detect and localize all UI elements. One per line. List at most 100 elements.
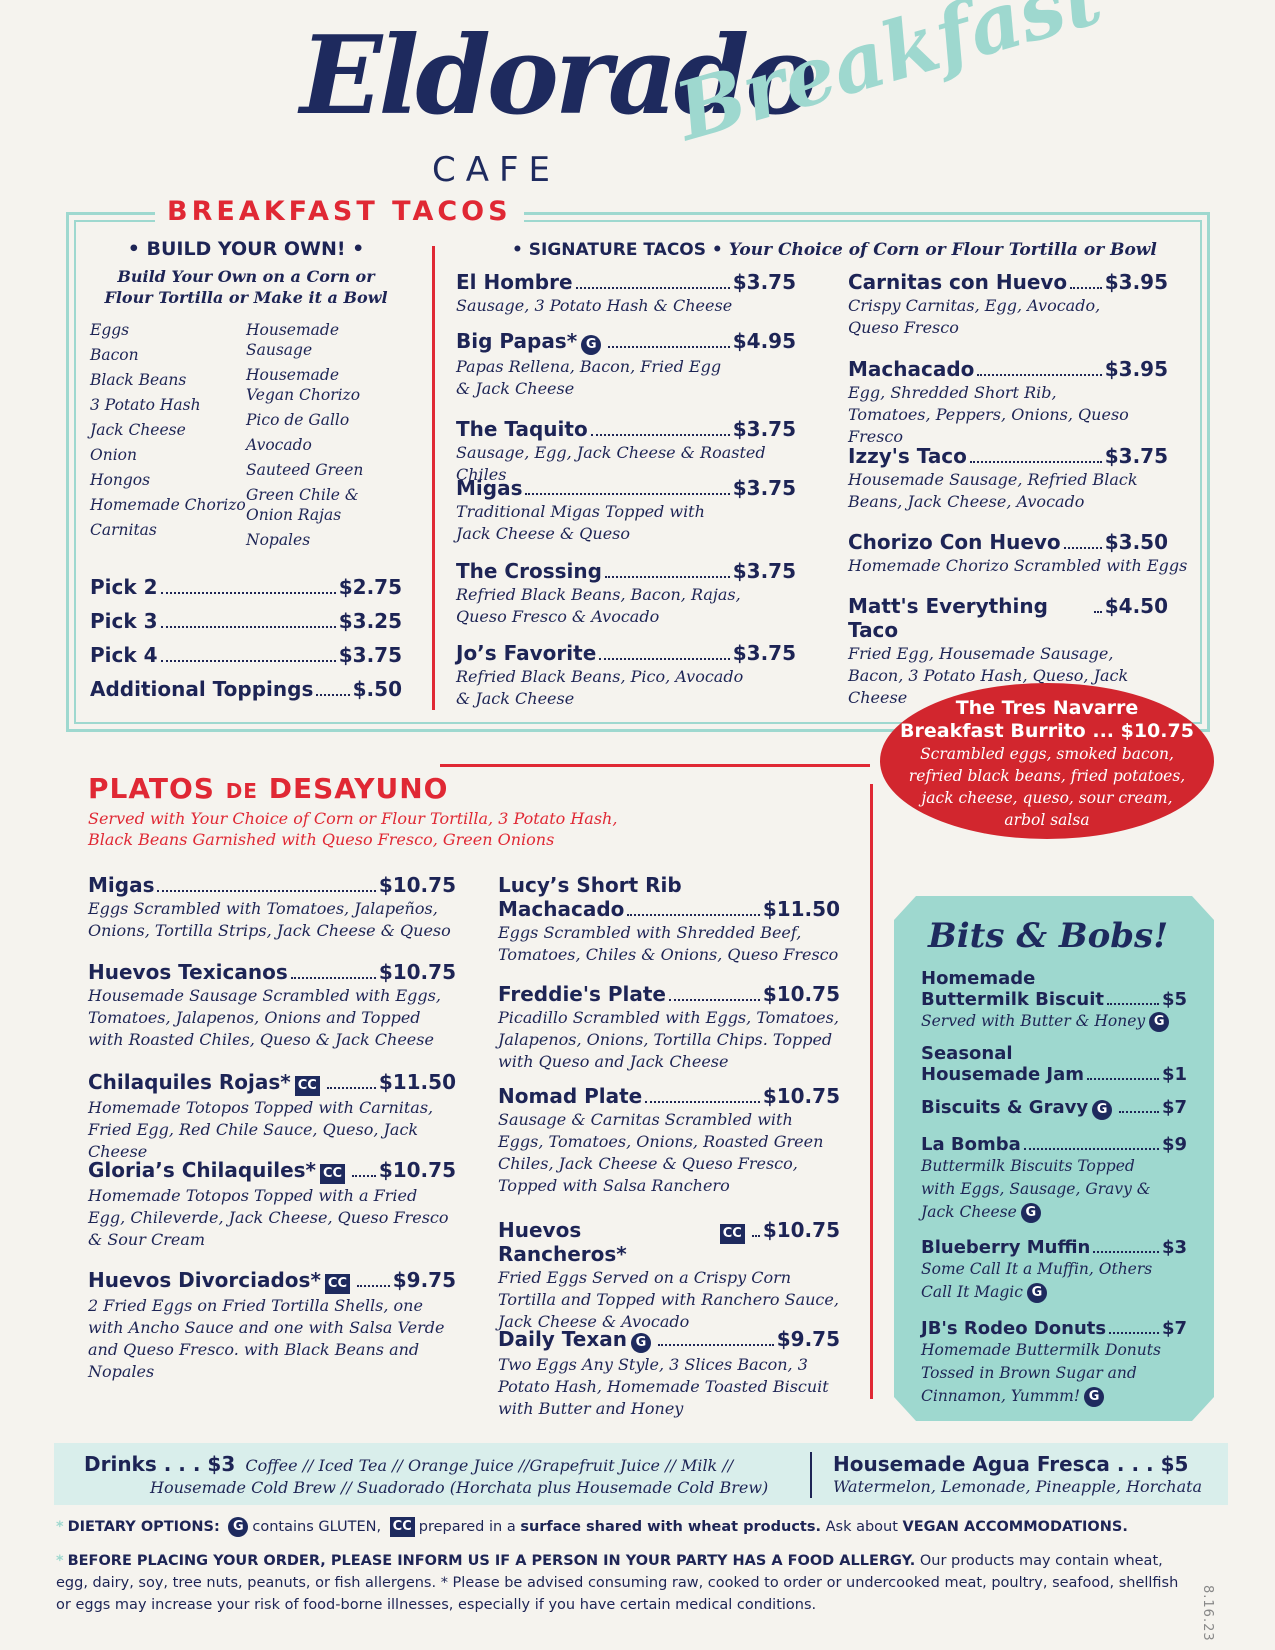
taco-item: Izzy's Taco $3.75 Housemade Sausage, Refr…	[848, 444, 1168, 513]
bits-item: Seasonal Housemade Jam $1	[921, 1043, 1187, 1085]
item-price: $7	[1161, 1318, 1187, 1339]
dietary-label: DIETARY OPTIONS:	[67, 1519, 220, 1535]
bits-item: Blueberry Muffin $3 Some Call It a Muffin…	[921, 1237, 1187, 1304]
item-name: Huevos Texicanos	[88, 960, 288, 984]
plato-item: Chilaquiles Rojas* CC $11.50 Homemade Toto…	[88, 1070, 456, 1163]
bits-item: Biscuits & Gravy G $7	[921, 1097, 1187, 1120]
item-desc: Egg, Shredded Short Rib, Tomatoes, Peppe…	[848, 383, 1129, 446]
item-price: $10.75	[762, 1218, 840, 1242]
item-name: Nomad Plate	[498, 1084, 643, 1108]
item-desc: Housemade Sausage Scrambled with Eggs, T…	[88, 986, 441, 1049]
item-name: Seasonal	[921, 1043, 1013, 1064]
signature-sub: Your Choice of Corn or Flour Tortilla or…	[728, 240, 1157, 260]
topping: Green Chile & Onion Rajas	[246, 486, 359, 524]
price-row: Pick 2 $2.75	[90, 575, 402, 599]
burrito-badge: The Tres Navarre Breakfast Burrito ... $…	[880, 683, 1214, 839]
item-desc: Homemade Chorizo Scrambled with Eggs	[848, 556, 1188, 575]
bits-item: La Bomba $9 Buttermilk Biscuits Topped wi…	[921, 1134, 1187, 1224]
drinks-bar	[54, 1443, 1228, 1505]
item-desc: Homemade Buttermilk Donuts Tossed in Bro…	[921, 1341, 1161, 1405]
item-price: $10.75	[762, 982, 840, 1006]
item-name: Izzy's Taco	[848, 444, 967, 468]
item-desc: Sausage, Egg, Jack Cheese & Roasted Chil…	[456, 443, 766, 484]
plato-item: Lucy’s Short Rib Machacado $11.50 Eggs Sc…	[498, 873, 840, 966]
item-desc: Sausage & Carnitas Scrambled with Eggs, …	[498, 1110, 824, 1195]
dietary-text: Ask about	[825, 1519, 898, 1535]
logo-cafe: CAFE	[432, 150, 561, 190]
byo-sub-line2: Flour Tortilla or Make it a Bowl	[104, 288, 388, 307]
item-name: El Hombre	[456, 270, 573, 294]
item-name: Freddie's Plate	[498, 982, 666, 1006]
item-name: Lucy’s Short Rib	[498, 873, 682, 897]
item-price: $4.50	[1104, 594, 1168, 618]
item-name: Housemade Jam	[921, 1064, 1085, 1085]
item-desc: Homemade Totopos Topped with a Fried Egg…	[88, 1186, 449, 1249]
dietary-text: VEGAN ACCOMMODATIONS.	[902, 1519, 1128, 1535]
item-name: Blueberry Muffin	[921, 1237, 1091, 1258]
build-your-own: • BUILD YOUR OWN! • Build Your Own on a …	[90, 238, 402, 711]
item-desc: Refried Black Beans, Pico, Avocado & Jac…	[456, 667, 744, 708]
topping: Homemade Chorizo	[90, 496, 246, 514]
logo-eldorado: Eldorado	[300, 13, 817, 139]
gluten-icon: G	[1026, 1283, 1047, 1303]
item-desc: Homemade Totopos Topped with Carnitas, F…	[88, 1098, 434, 1161]
taco-item: Carnitas con Huevo $3.95 Crispy Carnitas,…	[848, 270, 1168, 339]
byo-sub-line1: Build Your Own on a Corn or	[117, 267, 375, 286]
item-price: $7	[1161, 1097, 1187, 1118]
cc-icon: CC	[294, 1076, 320, 1096]
topping: Avocado	[246, 436, 312, 454]
platos-sub-line1: Served with Your Choice of Corn or Flour…	[88, 809, 618, 828]
plato-item: Freddie's Plate $10.75 Picadillo Scramble…	[498, 982, 840, 1073]
item-name: Migas	[88, 873, 155, 897]
dietary-text: surface shared with wheat products.	[520, 1519, 821, 1535]
item-name: Daily Texan	[498, 1327, 627, 1351]
item-price: $4.95	[732, 329, 796, 353]
topping: Onion	[90, 446, 137, 464]
section-title-tacos: BREAKFAST TACOS	[155, 196, 524, 227]
toppings-left: Eggs Bacon Black Beans 3 Potato Hash Jac…	[90, 320, 246, 555]
burrito-title-line1: The Tres Navarre	[955, 697, 1139, 719]
topping: Jack Cheese	[90, 421, 186, 439]
item-price: $3.75	[732, 417, 796, 441]
plato-item: Huevos Texicanos $10.75 Housemade Sausage…	[88, 960, 456, 1051]
item-name: Jo’s Favorite	[456, 641, 597, 665]
gluten-icon: G	[1020, 1203, 1041, 1223]
topping: Eggs	[90, 321, 130, 339]
item-name: Machacado	[848, 357, 975, 381]
topping: Black Beans	[90, 371, 187, 389]
item-name: Biscuits & Gravy	[921, 1097, 1089, 1118]
byo-heading: • BUILD YOUR OWN! •	[127, 238, 365, 260]
byo-toppings: Eggs Bacon Black Beans 3 Potato Hash Jac…	[90, 320, 402, 555]
item-desc: Buttermilk Biscuits Topped with Eggs, Sa…	[921, 1157, 1151, 1221]
item-price: $3.75	[732, 559, 796, 583]
bits-bobs-title: Bits & Bobs!	[928, 916, 1169, 956]
taco-item: The Crossing $3.75 Refried Black Beans, B…	[456, 559, 796, 628]
gluten-icon: G	[1092, 1100, 1113, 1120]
plato-item: Migas $10.75 Eggs Scrambled with Tomatoes…	[88, 873, 456, 942]
allergy-notice: * BEFORE PLACING YOUR ORDER, PLEASE INFOR…	[56, 1553, 1179, 1613]
price-row: Pick 4 $3.75	[90, 643, 402, 667]
plato-item: Huevos Divorciados* CC $9.75 2 Fried Eggs …	[88, 1268, 456, 1383]
item-price: $11.50	[378, 1070, 456, 1094]
topping: Bacon	[90, 346, 139, 364]
taco-item: Migas $3.75 Traditional Migas Topped with…	[456, 476, 796, 545]
cc-icon: CC	[389, 1517, 415, 1537]
item-desc: Crispy Carnitas, Egg, Avocado, Queso Fre…	[848, 296, 1101, 337]
item-price: $3.75	[732, 641, 796, 665]
topping: Pico de Gallo	[246, 411, 350, 429]
item-name: Chorizo Con Huevo	[848, 530, 1061, 554]
topping: Housemade Sausage	[246, 321, 339, 359]
bits-item: JB's Rodeo Donuts $7 Homemade Buttermilk …	[921, 1318, 1187, 1408]
item-desc: 2 Fried Eggs on Fried Tortilla Shells, o…	[88, 1296, 445, 1381]
item-desc: Two Eggs Any Style, 3 Slices Bacon, 3 Po…	[498, 1355, 829, 1418]
item-price: $10.75	[378, 1158, 456, 1182]
platos-subtitle: Served with Your Choice of Corn or Flour…	[88, 808, 617, 850]
item-name: The Taquito	[456, 417, 588, 441]
burrito-desc: Scrambled eggs, smoked bacon, refried bl…	[908, 745, 1186, 829]
item-name: Carnitas con Huevo	[848, 270, 1068, 294]
item-price: $9.75	[776, 1327, 840, 1351]
item-name: Huevos Rancheros*	[498, 1218, 627, 1266]
allergy-text: Our products may contain wheat, egg, dai…	[56, 1553, 1179, 1613]
topping: Carnitas	[90, 521, 157, 539]
item-name: Buttermilk Biscuit	[921, 989, 1105, 1010]
